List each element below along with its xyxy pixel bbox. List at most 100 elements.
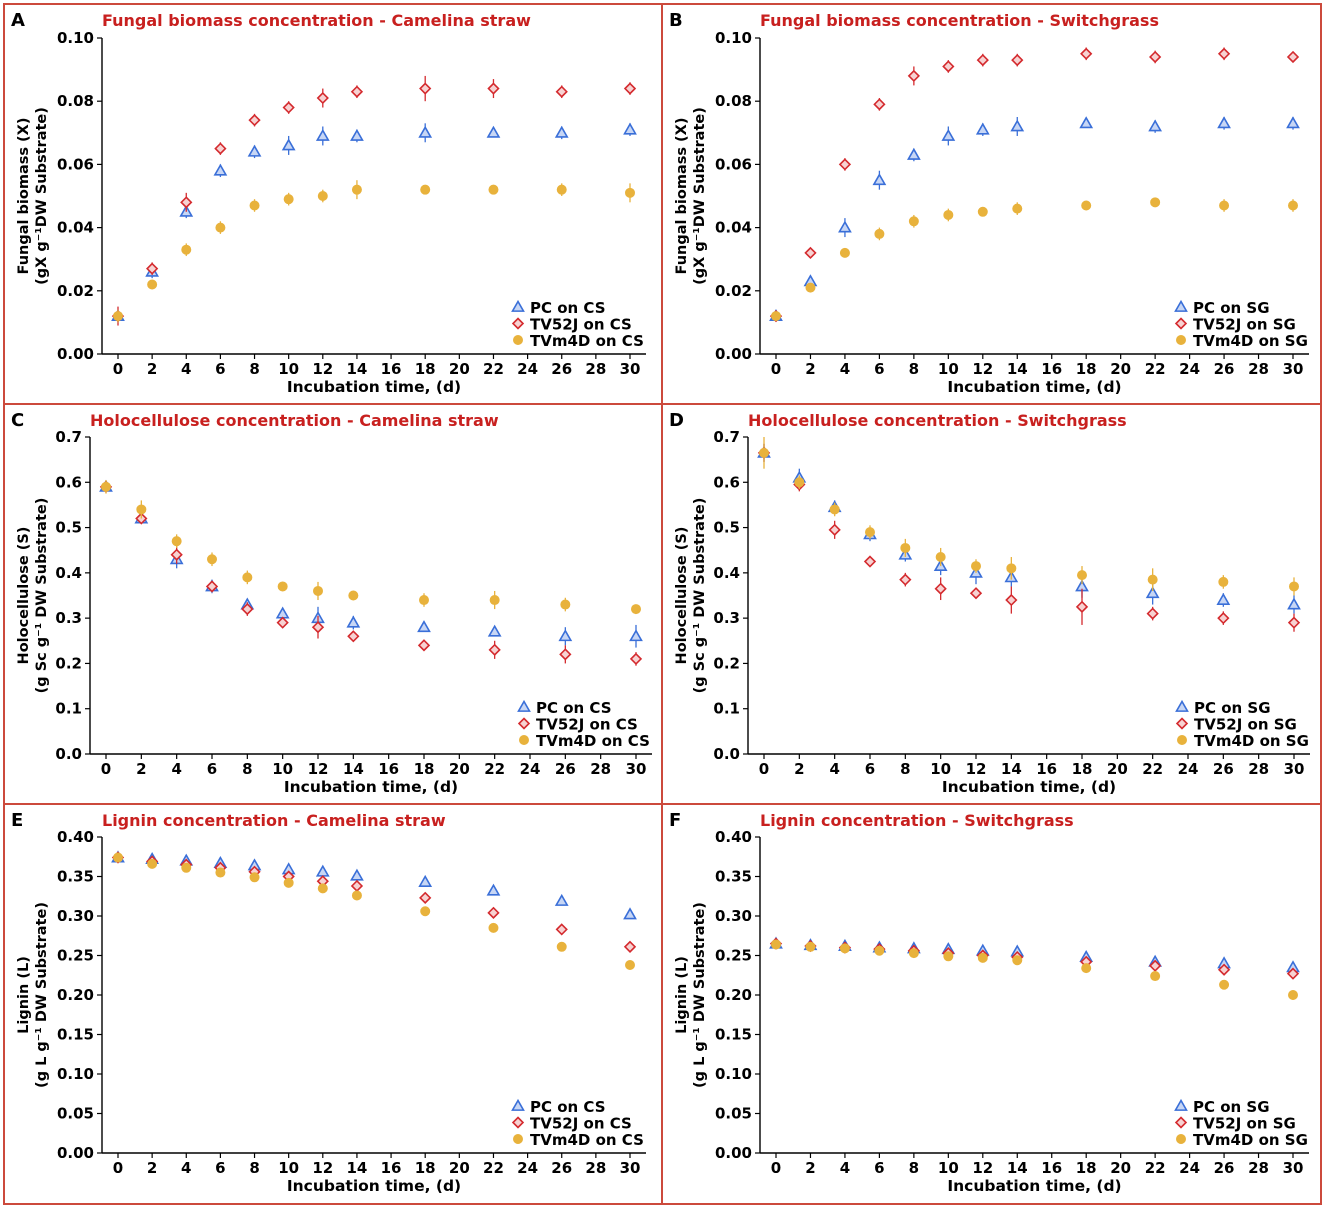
data-point: [977, 952, 988, 963]
legend-label: TVm4D on SG: [1193, 1131, 1308, 1149]
data-point: [934, 582, 947, 595]
data-point: [248, 114, 261, 127]
legend-marker: [1177, 735, 1188, 746]
data-point: [1286, 50, 1300, 64]
data-point: [804, 246, 817, 260]
chart-panel-a: A Fungal biomass concentration - Camelina…: [3, 3, 663, 405]
legend-label: TV52J on SG: [1193, 1115, 1296, 1133]
panel-title: Lignin concentration - Camelina straw: [102, 811, 446, 830]
data-point: [113, 311, 124, 322]
data-point: [941, 128, 956, 141]
y-tick-label: 0.6: [55, 473, 82, 491]
x-tick-label: 8: [249, 1159, 259, 1177]
data-point: [181, 244, 192, 255]
data-point: [555, 85, 568, 98]
panel-letter: F: [669, 810, 681, 831]
y-tick-label: 0.00: [57, 1144, 94, 1162]
data-point: [487, 906, 500, 919]
y-axis-label-line1: Holocellulose (S): [16, 527, 32, 665]
panel-title: Holocellulose concentration - Camelina s…: [90, 411, 499, 430]
data-point: [1081, 963, 1092, 974]
data-point: [828, 523, 841, 536]
data-point: [348, 590, 359, 601]
y-tick-label: 0.1: [713, 700, 740, 718]
data-point: [1288, 990, 1299, 1001]
data-point: [1150, 197, 1161, 208]
y-tick-label: 0.30: [715, 907, 752, 925]
data-point: [147, 279, 158, 290]
data-point: [277, 581, 288, 592]
chart-panel-e: E Lignin concentration - Camelina straw 0.…: [3, 803, 663, 1205]
data-point: [351, 890, 362, 901]
legend-label: PC on CS: [530, 299, 606, 317]
series-tvm4d-on-cs: [113, 852, 636, 970]
data-point: [1080, 47, 1093, 60]
data-point: [977, 206, 988, 217]
data-point: [281, 138, 296, 151]
x-tick-label: 14: [1007, 360, 1028, 378]
x-tick-label: 14: [346, 360, 367, 378]
y-tick-label: 0.08: [57, 92, 94, 110]
x-tick-label: 28: [1248, 360, 1269, 378]
x-tick-label: 12: [312, 1159, 333, 1177]
legend-marker: [1174, 299, 1188, 312]
data-point: [180, 196, 193, 209]
data-point: [839, 247, 850, 258]
x-tick-label: 12: [308, 760, 329, 778]
y-tick-label: 0.5: [55, 519, 82, 537]
x-tick-label: 20: [449, 1159, 470, 1177]
x-tick-label: 0: [771, 360, 781, 378]
series-tvm4d-on-sg: [771, 939, 1299, 1001]
panel-title: Holocellulose concentration - Switchgras…: [748, 411, 1127, 430]
data-point: [350, 868, 364, 881]
legend-marker: [1176, 1134, 1187, 1145]
legend-label: TV52J on CS: [530, 1115, 632, 1133]
data-point: [312, 585, 323, 596]
x-tick-label: 2: [794, 760, 804, 778]
series-tvm4d-on-sg: [771, 197, 1299, 322]
x-tick-label: 28: [585, 1159, 606, 1177]
x-tick-label: 12: [312, 360, 333, 378]
x-tick-label: 4: [181, 1159, 191, 1177]
y-tick-label: 0.05: [715, 1105, 752, 1123]
data-point: [136, 504, 147, 515]
data-point: [969, 587, 983, 600]
data-point: [488, 643, 501, 656]
y-tick-label: 0.25: [715, 947, 752, 965]
data-point: [489, 595, 500, 606]
x-tick-label: 6: [874, 360, 884, 378]
data-point: [1079, 116, 1094, 129]
data-point: [1287, 616, 1301, 629]
data-point: [215, 867, 226, 878]
x-tick-label: 14: [346, 1159, 367, 1177]
data-point: [1217, 47, 1231, 60]
y-tick-label: 0.6: [713, 473, 740, 491]
data-point: [282, 101, 295, 114]
panel-frame: [661, 3, 1322, 405]
x-tick-label: 6: [215, 360, 225, 378]
data-point: [214, 142, 227, 155]
y-tick-label: 0.0: [55, 745, 82, 763]
y-tick-label: 0.15: [57, 1026, 94, 1044]
x-axis-label: Incubation time, (d): [942, 778, 1116, 796]
x-tick-label: 2: [147, 360, 157, 378]
legend-label: TVm4D on SG: [1194, 732, 1309, 750]
data-point: [487, 624, 502, 637]
data-point: [1218, 576, 1229, 587]
data-point: [863, 555, 877, 568]
data-point: [417, 620, 431, 633]
data-point: [1012, 203, 1023, 214]
y-tick-label: 0.25: [57, 947, 94, 965]
legend-label: TVm4D on CS: [530, 332, 644, 350]
panel-letter: D: [669, 410, 684, 431]
x-tick-label: 30: [620, 1159, 641, 1177]
x-tick-label: 4: [829, 760, 839, 778]
y-tick-label: 0.10: [715, 1065, 752, 1083]
data-point: [1288, 200, 1299, 211]
legend-marker: [513, 334, 524, 345]
data-point: [147, 858, 158, 869]
y-tick-label: 0.20: [57, 986, 94, 1004]
data-point: [907, 69, 920, 83]
data-point: [771, 939, 782, 950]
x-tick-label: 28: [590, 760, 611, 778]
